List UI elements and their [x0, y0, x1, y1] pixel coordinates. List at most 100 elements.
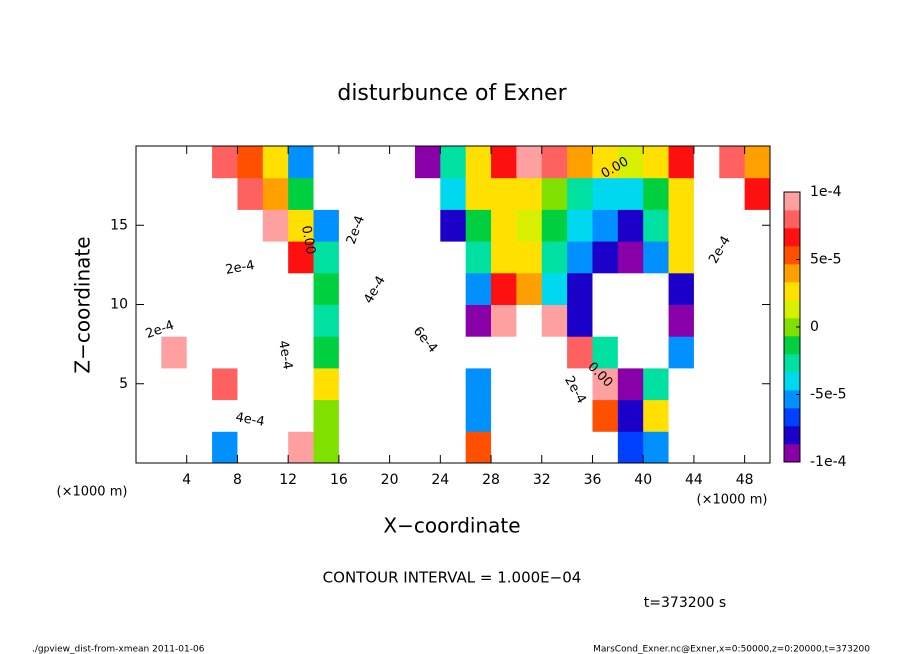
heat-cell	[212, 431, 238, 464]
heat-cell	[541, 272, 568, 305]
heat-cell	[465, 336, 492, 369]
heat-cell	[288, 336, 315, 369]
heat-cell	[643, 272, 670, 305]
heat-cell	[516, 241, 543, 274]
x-tick-label: 40	[634, 472, 652, 488]
heat-cell	[313, 146, 340, 179]
colorbar-segment	[784, 372, 800, 391]
heat-cell	[389, 241, 416, 274]
heat-cell	[719, 336, 746, 369]
heat-cell	[389, 367, 416, 401]
colorbar-segment	[784, 300, 800, 319]
contour-label: 0.00	[298, 224, 318, 255]
heat-cell	[465, 367, 492, 401]
time-label: t=373200 s	[644, 595, 726, 611]
heat-cell	[592, 177, 619, 210]
heat-cell	[389, 336, 416, 369]
heat-cell	[186, 431, 213, 464]
heat-cell	[643, 367, 670, 401]
heat-cell	[288, 367, 315, 401]
x-tick-label: 8	[233, 472, 242, 488]
x-tick-label: 28	[482, 472, 500, 488]
heat-cell	[161, 304, 188, 337]
heat-cell	[541, 367, 568, 401]
heat-cell	[212, 304, 238, 337]
heat-cell	[643, 146, 670, 179]
heat-cell	[491, 241, 517, 274]
heat-cell	[465, 177, 492, 210]
colorbar-segment	[784, 210, 800, 229]
heat-cell	[161, 336, 188, 369]
heat-cell	[338, 367, 365, 401]
heat-cell	[693, 336, 720, 369]
heat-cell	[744, 399, 771, 432]
heat-cell	[288, 241, 315, 274]
heat-cell	[212, 336, 238, 369]
heat-cell	[237, 336, 264, 369]
heat-cell	[491, 431, 517, 464]
heat-cell	[567, 431, 593, 464]
heat-cell	[161, 431, 188, 464]
colorbar-segment	[784, 246, 800, 265]
heat-cell	[592, 304, 619, 337]
heat-cell	[288, 304, 315, 337]
heat-cell	[693, 241, 720, 274]
heat-cell	[617, 336, 644, 369]
colorbar-segment	[784, 192, 800, 211]
colorbar-segment	[784, 444, 800, 463]
heat-cell	[186, 241, 213, 274]
heat-cell	[516, 399, 543, 432]
colorbar-tick-label: -5e-5	[810, 387, 847, 403]
heat-cell	[364, 272, 391, 305]
heat-cell	[541, 146, 568, 179]
heat-cell	[313, 431, 340, 464]
chart-title: disturbunce of Exner	[337, 81, 567, 106]
heat-cell	[414, 336, 441, 369]
heat-cell	[338, 146, 365, 179]
heat-cell	[440, 272, 467, 305]
heat-cell	[237, 367, 264, 401]
heat-cell	[237, 177, 264, 210]
heat-cell	[744, 336, 771, 369]
heat-cell	[617, 209, 644, 242]
heat-cell	[161, 241, 188, 274]
heat-cell	[491, 177, 517, 210]
heat-cell	[364, 146, 391, 179]
heat-cell	[592, 272, 619, 305]
heat-cell	[567, 399, 593, 432]
heat-cell	[262, 146, 289, 179]
heat-cell	[744, 146, 771, 179]
heat-cell	[719, 177, 746, 210]
heat-cell	[212, 209, 238, 242]
heat-cell	[491, 367, 517, 401]
heat-cell	[212, 399, 238, 432]
x-tick-label: 20	[381, 472, 399, 488]
heat-cell	[719, 209, 746, 242]
heat-cell	[541, 336, 568, 369]
y-axis-label: Z−coordinate	[71, 236, 95, 373]
heat-cell	[414, 304, 441, 337]
heat-cell	[237, 431, 264, 464]
heat-cell	[567, 241, 593, 274]
heat-cell	[440, 399, 467, 432]
heat-cell	[288, 209, 315, 242]
heat-cell	[237, 209, 264, 242]
colorbar-segment	[784, 264, 800, 283]
heat-cell	[338, 336, 365, 369]
heat-cell	[288, 431, 315, 464]
heat-cell	[719, 431, 746, 464]
heat-cell	[237, 241, 264, 274]
heat-cell	[491, 209, 517, 242]
heat-cell	[668, 241, 695, 274]
heat-cell	[465, 209, 492, 242]
heat-cell	[643, 399, 670, 432]
heat-cell	[364, 304, 391, 337]
heat-cell	[389, 272, 416, 305]
heat-cell	[617, 272, 644, 305]
heat-cell	[161, 399, 188, 432]
heat-cell	[136, 399, 162, 432]
heat-cell	[237, 272, 264, 305]
heat-cell	[668, 399, 695, 432]
heat-cell	[414, 399, 441, 432]
heat-cell	[491, 399, 517, 432]
